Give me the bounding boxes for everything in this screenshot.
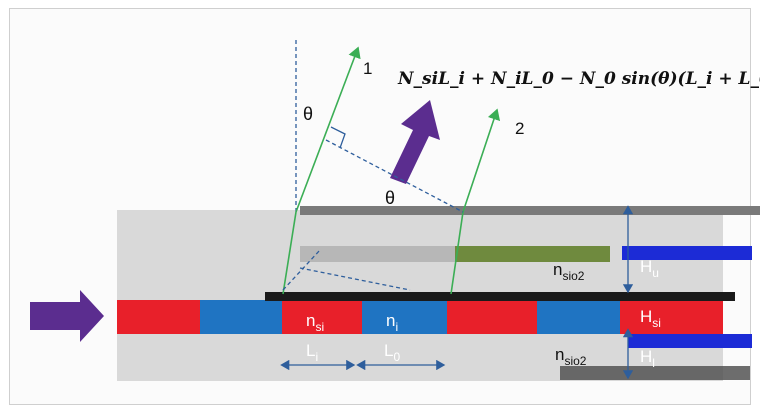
core-segment-oxide <box>362 300 447 334</box>
theta-upper-label: θ <box>303 104 313 124</box>
lower-strip-blue <box>628 334 752 348</box>
upper-cladding-label: nsio2 <box>553 260 585 283</box>
li-label: Li <box>306 341 318 364</box>
output-arrow-icon <box>390 100 440 184</box>
grating-equation: N_siL_i + N_iL_0 − N_0 sin(θ)(L_i + L_0)… <box>397 69 760 89</box>
internal-dashed-line-a <box>282 249 321 291</box>
beam-2-label: 2 <box>515 119 524 138</box>
lower-cladding-label: nsio2 <box>555 345 587 368</box>
core-segment-oxide <box>537 300 620 334</box>
core-segment-oxide <box>200 300 282 334</box>
upper-strip-green <box>455 246 610 262</box>
wavefront-line <box>325 139 464 213</box>
core-segment-si <box>282 300 362 334</box>
core-segment-si <box>447 300 537 334</box>
input-arrow-icon <box>30 290 104 342</box>
hsi-label: Hsi <box>640 307 661 330</box>
hu-label: Hu <box>640 257 659 280</box>
theta-lower-label: θ <box>385 188 395 208</box>
core-segment-si <box>117 300 200 334</box>
beam-internal-2 <box>450 211 464 295</box>
core-top-artifact-band <box>265 292 735 301</box>
lower-strip-artifact <box>560 366 750 380</box>
l0-label: L0 <box>384 341 400 364</box>
top-surface-band <box>300 206 760 215</box>
si-index-label: nsi <box>306 311 324 334</box>
i-index-label: ni <box>386 311 398 334</box>
beam-internal-1 <box>282 211 297 295</box>
right-angle-mark <box>330 126 346 149</box>
waveguide-core <box>117 292 735 334</box>
beam-2 <box>462 108 501 213</box>
internal-dashed-line-b <box>299 267 411 291</box>
beam-1-label: 1 <box>363 59 372 78</box>
core-segment-si <box>620 300 723 334</box>
beam-1 <box>295 46 361 213</box>
upper-strip-blue <box>622 246 752 260</box>
hl-label: Hl <box>640 347 655 370</box>
